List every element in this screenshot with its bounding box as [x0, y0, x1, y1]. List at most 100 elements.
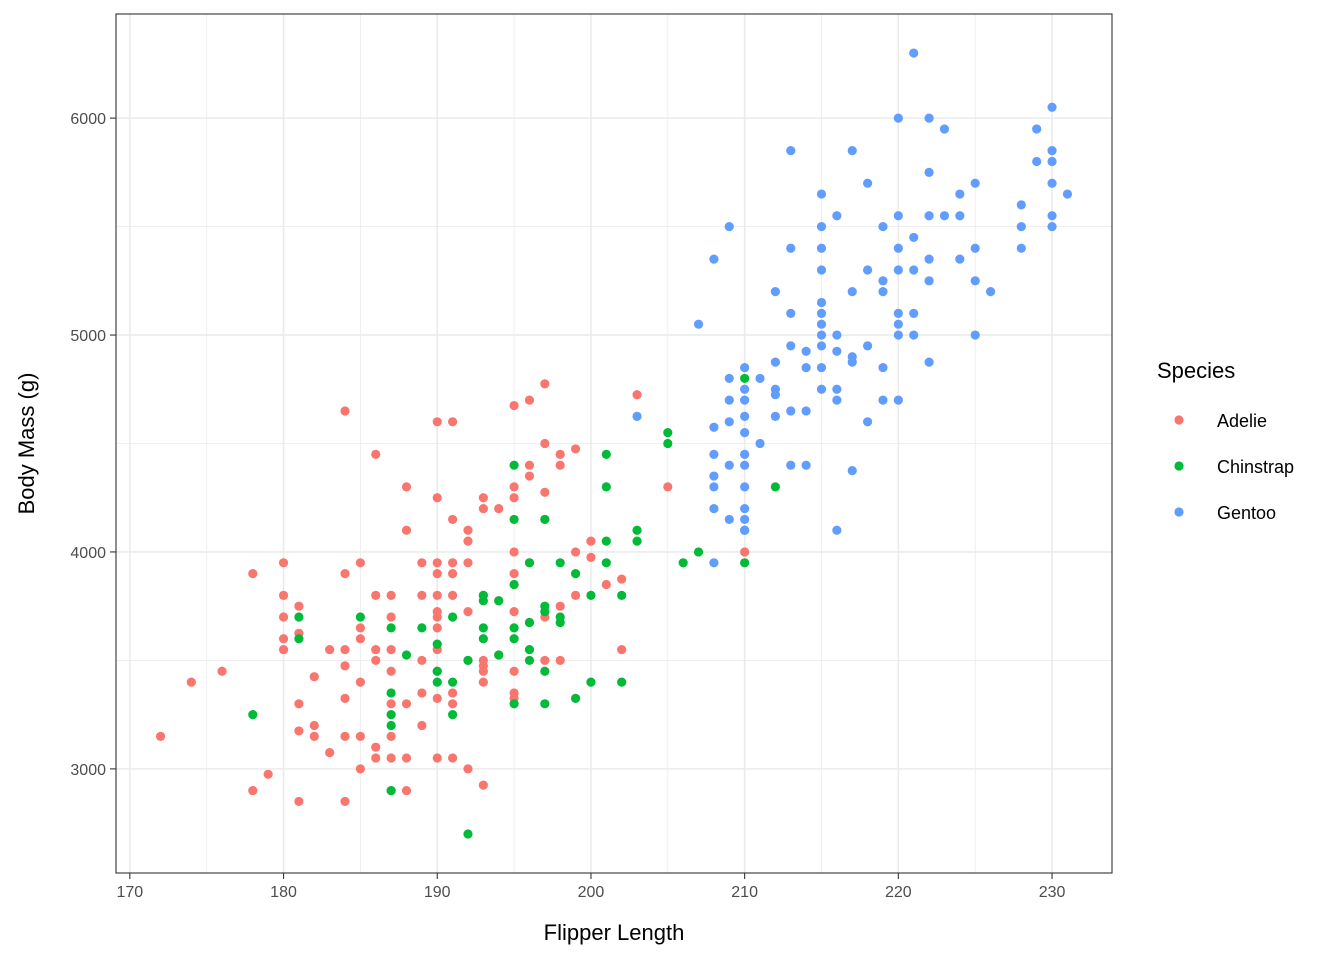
data-point-adelie [463, 525, 473, 535]
data-point-adelie [740, 547, 750, 557]
data-point-gentoo [816, 243, 827, 253]
data-point-adelie [448, 558, 458, 568]
data-point-adelie [478, 780, 488, 790]
data-point-gentoo [1016, 200, 1026, 210]
data-point-chinstrap [632, 536, 642, 546]
data-point-adelie [278, 634, 289, 644]
data-point-adelie [555, 449, 565, 459]
data-point-gentoo [740, 384, 750, 394]
data-point-chinstrap [509, 460, 519, 470]
data-point-adelie [401, 785, 412, 796]
data-point-adelie [401, 482, 412, 492]
data-point-gentoo [724, 221, 734, 232]
data-point-gentoo [816, 319, 827, 329]
data-point-gentoo [724, 417, 734, 427]
data-point-gentoo [863, 417, 873, 427]
data-point-chinstrap [432, 639, 442, 649]
data-point-chinstrap [555, 558, 565, 568]
data-point-gentoo [816, 265, 827, 275]
data-point-gentoo [970, 276, 980, 286]
data-point-chinstrap [678, 558, 688, 568]
data-point-gentoo [724, 514, 734, 525]
data-point-adelie [309, 720, 319, 731]
data-point-chinstrap [432, 677, 442, 687]
data-point-gentoo [832, 525, 842, 535]
data-point-gentoo [786, 460, 796, 470]
data-point-adelie [432, 612, 442, 622]
x-axis: 170 180 190 200 210 220 230 [116, 873, 1066, 901]
data-point-gentoo [878, 276, 888, 286]
data-point-gentoo [832, 330, 842, 340]
x-tick-label: 200 [578, 884, 605, 901]
data-point-gentoo [893, 330, 903, 340]
data-point-chinstrap [570, 569, 581, 579]
data-point-gentoo [924, 211, 934, 221]
data-point-chinstrap [509, 579, 519, 590]
data-point-chinstrap [540, 699, 550, 709]
data-point-adelie [524, 460, 535, 470]
data-point-adelie [432, 558, 442, 568]
data-point-gentoo [770, 390, 780, 400]
data-point-adelie [401, 699, 412, 709]
data-point-gentoo [832, 395, 842, 405]
data-point-gentoo [816, 308, 827, 318]
data-point-chinstrap [448, 677, 458, 687]
data-point-gentoo [786, 243, 796, 253]
data-point-chinstrap [570, 693, 581, 703]
data-point-gentoo [893, 243, 903, 253]
minor-gridlines [116, 14, 1112, 873]
data-point-adelie [371, 655, 381, 666]
data-point-adelie [294, 699, 304, 709]
data-point-adelie [509, 666, 519, 676]
data-point-gentoo [863, 265, 873, 275]
data-point-gentoo [755, 438, 765, 449]
y-tick-label: 4000 [70, 545, 106, 562]
data-point-gentoo [955, 211, 965, 221]
data-point-adelie [509, 569, 519, 579]
data-point-chinstrap [294, 634, 304, 644]
x-tick-label: 210 [731, 884, 758, 901]
data-point-adelie [494, 503, 504, 514]
data-point-adelie [355, 634, 365, 644]
data-point-chinstrap [586, 590, 596, 600]
data-point-gentoo [709, 558, 719, 568]
data-point-adelie [294, 726, 304, 736]
data-point-gentoo [893, 265, 903, 275]
data-point-chinstrap [524, 558, 535, 568]
data-point-gentoo [740, 514, 750, 525]
data-point-adelie [509, 400, 519, 411]
legend-key-chinstrap [1174, 461, 1184, 471]
data-point-adelie [463, 558, 473, 568]
data-point-adelie [217, 666, 227, 676]
data-point-gentoo [832, 384, 842, 394]
data-point-chinstrap [355, 612, 365, 622]
data-point-chinstrap [601, 449, 611, 459]
data-point-adelie [355, 558, 365, 568]
data-point-adelie [386, 699, 396, 709]
data-point-chinstrap [740, 373, 750, 384]
data-point-chinstrap [401, 650, 412, 660]
data-point-chinstrap [386, 785, 396, 796]
data-point-adelie [432, 590, 442, 600]
data-point-gentoo [909, 48, 919, 58]
data-point-chinstrap [432, 666, 442, 676]
data-point-gentoo [970, 243, 980, 253]
data-point-gentoo [709, 471, 719, 481]
data-point-adelie [401, 525, 412, 535]
data-point-adelie [448, 417, 458, 427]
x-tick-label: 230 [1039, 884, 1066, 901]
data-point-chinstrap [478, 596, 488, 606]
data-point-chinstrap [524, 644, 535, 655]
data-point-gentoo [740, 503, 750, 514]
data-point-adelie [371, 742, 381, 752]
data-point-gentoo [985, 287, 996, 297]
data-point-adelie [325, 644, 335, 655]
data-point-chinstrap [494, 596, 504, 606]
data-point-adelie [355, 731, 365, 741]
data-point-chinstrap [478, 623, 488, 633]
data-point-adelie [540, 379, 550, 389]
data-point-adelie [463, 536, 473, 546]
data-point-adelie [448, 590, 458, 600]
data-point-gentoo [924, 113, 934, 123]
data-point-adelie [432, 753, 442, 763]
